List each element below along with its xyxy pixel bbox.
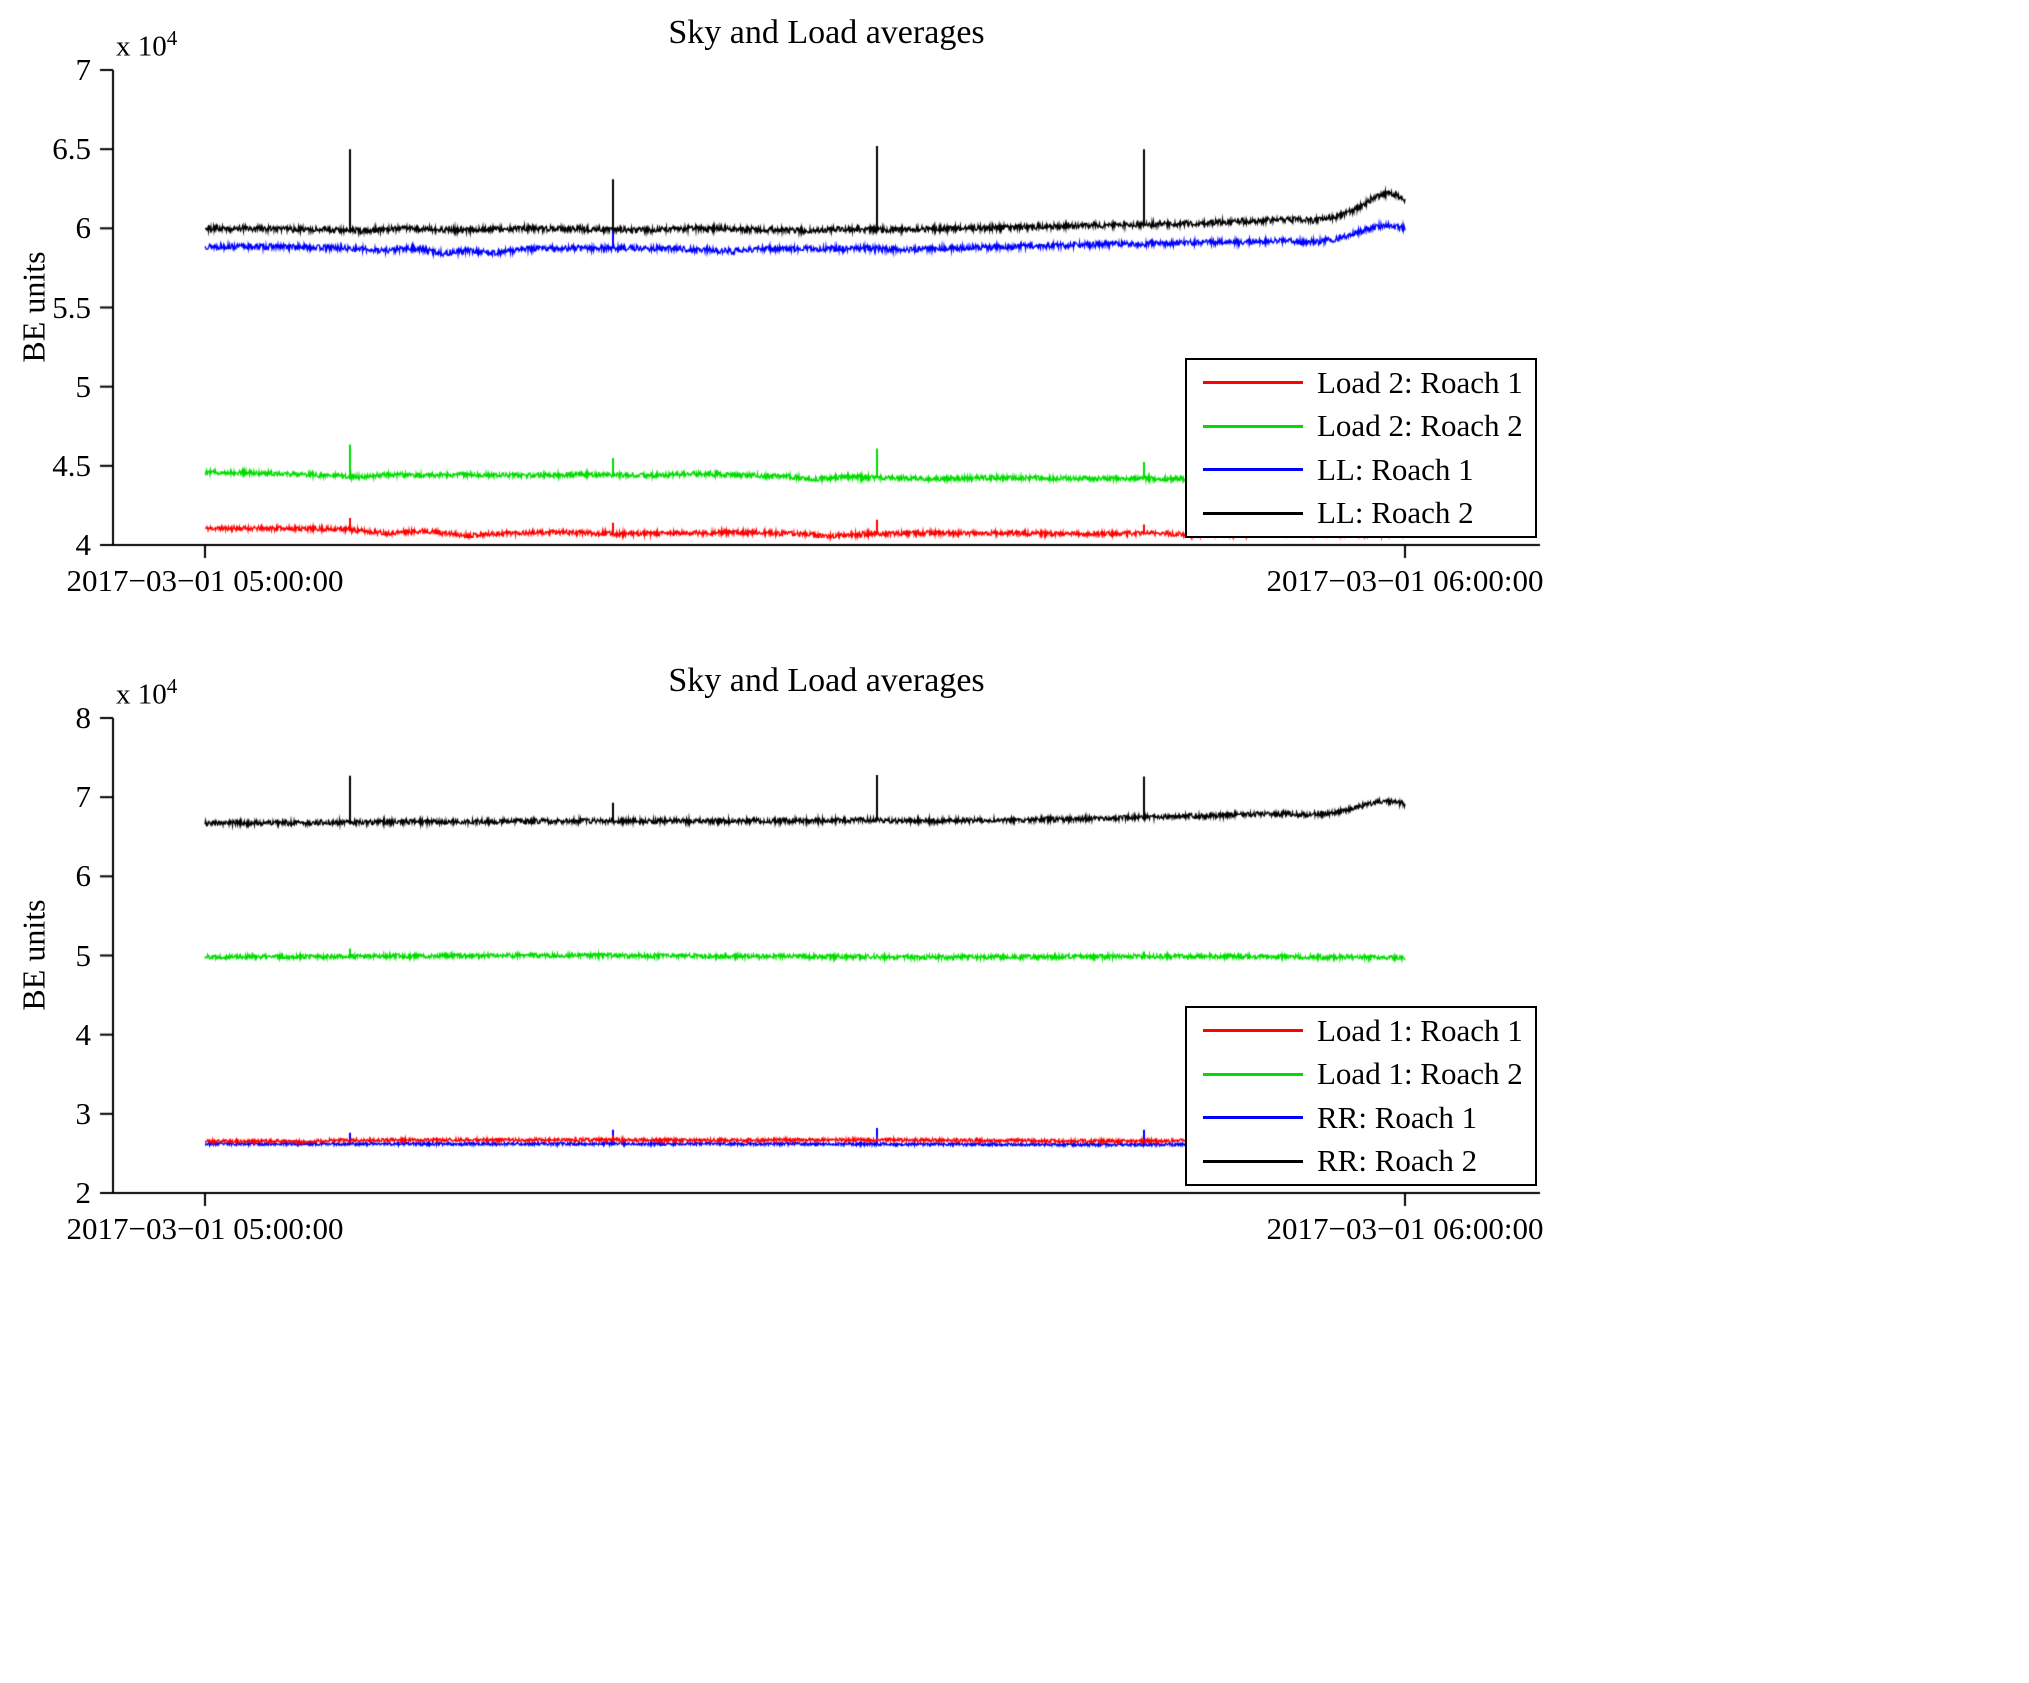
legend-line-swatch: [1203, 1072, 1303, 1076]
top-plot-canvas: [0, 0, 2029, 648]
y-tick-label-3: 3: [75, 1095, 92, 1131]
legend-entry: LL: Roach 1: [1187, 449, 1535, 491]
bottom-plot-canvas: [0, 648, 2029, 1296]
y-tick-label-4: 4: [75, 527, 92, 562]
legend-entry: Load 1: Roach 2: [1187, 1053, 1535, 1095]
top-y-axis-exponent: x 104: [116, 26, 177, 64]
bottom-y-axis-exponent: x 104: [116, 674, 177, 712]
legend-label: LL: Roach 1: [1317, 451, 1474, 487]
legend-label: Load 2: Roach 1: [1317, 364, 1523, 400]
legend-label: Load 1: Roach 2: [1317, 1056, 1523, 1092]
top-y-axis-label: BE units: [15, 251, 52, 363]
legend-entry: Load 2: Roach 1: [1187, 362, 1535, 404]
legend-label: RR: Roach 2: [1317, 1143, 1478, 1179]
y-tick-label-6.5: 6.5: [52, 131, 91, 167]
y-tick-label-4: 4: [75, 1016, 92, 1052]
y-tick-label-7: 7: [75, 779, 92, 815]
legend-line-swatch: [1203, 1029, 1303, 1033]
y-tick-label-6: 6: [75, 858, 92, 894]
top-chart: Sky and Load averages x 104 BE units 7 6.…: [0, 0, 2029, 648]
legend-line-swatch: [1203, 1116, 1303, 1120]
legend-line-swatch: [1203, 1159, 1303, 1163]
y-tick-label-6: 6: [75, 210, 92, 246]
legend-label: LL: Roach 2: [1317, 495, 1474, 531]
legend-label: Load 2: Roach 2: [1317, 408, 1523, 444]
y-tick-label-5.5: 5.5: [52, 289, 91, 325]
legend-entry: LL: Roach 2: [1187, 492, 1535, 534]
exponent-value: 4: [166, 674, 178, 698]
exponent-prefix: x 10: [116, 30, 167, 63]
y-tick-label-5: 5: [75, 937, 92, 973]
y-tick-label-2: 2: [75, 1175, 92, 1210]
legend-line-swatch: [1203, 381, 1303, 385]
y-tick-label-7: 7: [75, 52, 92, 87]
y-tick-label-8: 8: [75, 700, 92, 735]
exponent-value: 4: [166, 26, 178, 50]
y-tick-label-4.5: 4.5: [52, 447, 91, 483]
bottom-chart-title: Sky and Load averages: [668, 662, 985, 699]
x-tick-label: 2017−03−01 06:00:00: [1266, 563, 1544, 598]
legend-line-swatch: [1203, 511, 1303, 515]
legend-entry: RR: Roach 1: [1187, 1097, 1535, 1139]
y-tick-label-5: 5: [75, 368, 92, 404]
bottom-legend: Load 1: Roach 1 Load 1: Roach 2 RR: Roach …: [1185, 1006, 1537, 1186]
legend-line-swatch: [1203, 424, 1303, 428]
legend-entry: Load 1: Roach 1: [1187, 1010, 1535, 1052]
legend-entry: Load 2: Roach 2: [1187, 405, 1535, 447]
x-tick-label: 2017−03−01 06:00:00: [1266, 1211, 1544, 1246]
x-tick-label: 2017−03−01 05:00:00: [66, 1211, 344, 1246]
exponent-prefix: x 10: [116, 678, 167, 711]
legend-entry: RR: Roach 2: [1187, 1140, 1535, 1182]
legend-label: Load 1: Roach 1: [1317, 1012, 1523, 1048]
bottom-y-axis-label: BE units: [15, 899, 52, 1011]
legend-line-swatch: [1203, 468, 1303, 472]
legend-label: RR: Roach 1: [1317, 1099, 1478, 1135]
top-legend: Load 2: Roach 1 Load 2: Roach 2 LL: Roach …: [1185, 358, 1537, 538]
top-chart-title: Sky and Load averages: [668, 14, 985, 51]
x-tick-label: 2017−03−01 05:00:00: [66, 563, 344, 598]
